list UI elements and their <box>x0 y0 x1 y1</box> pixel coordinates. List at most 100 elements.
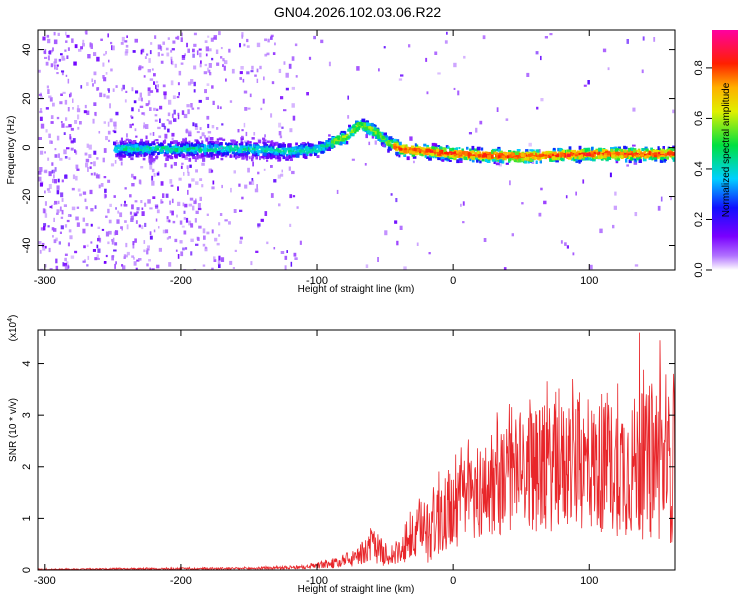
spectrogram-cell <box>671 157 675 160</box>
spectrogram-cell <box>477 157 481 162</box>
spectrogram-cell <box>132 151 136 155</box>
spectrogram-cell <box>169 200 171 205</box>
spectrogram-cell <box>403 147 407 151</box>
spectrogram-cell <box>154 148 159 151</box>
spectrogram-cell <box>517 156 521 160</box>
spectrogram-cell <box>601 156 604 161</box>
spectrogram-cell <box>553 147 556 151</box>
spectrogram-cell <box>272 52 276 55</box>
spectrogram-cell <box>160 181 164 186</box>
spectrogram-cell <box>263 76 265 81</box>
spectrogram-cell <box>651 152 654 155</box>
spectrogram-cell <box>159 143 163 147</box>
spectrogram-cell <box>509 180 511 186</box>
spectrogram-cell <box>450 151 455 156</box>
spectrogram-cell <box>199 63 202 68</box>
spectrogram-cell <box>168 219 171 223</box>
spectrogram-cell <box>249 93 252 98</box>
spectrogram-cell <box>162 84 166 88</box>
spectrogram-cell <box>440 150 444 154</box>
spectrogram-cell <box>431 153 435 157</box>
snr-y-tick-label: 4 <box>21 360 33 366</box>
spectrogram-cell <box>257 171 260 175</box>
spectrogram-cell <box>457 90 460 96</box>
spectrogram-cell <box>219 142 223 145</box>
spectrogram-cell <box>221 184 223 189</box>
spectrogram-cell <box>658 155 662 159</box>
spectrogram-cell <box>105 136 108 141</box>
spectrogram-cell <box>232 267 235 269</box>
spectrogram-cell <box>211 148 216 153</box>
spectrogram-cell <box>198 225 202 229</box>
spectrogram-cell <box>115 85 118 88</box>
spectrogram-cell <box>148 259 151 262</box>
spectrogram-cell <box>121 140 125 145</box>
spectrogram-cell <box>131 140 135 144</box>
spectrogram-cell <box>283 61 286 65</box>
spectrogram-cell <box>53 169 56 174</box>
spectrogram-cell <box>48 95 52 99</box>
spectrogram-cell <box>529 153 534 157</box>
spectrogram-cell <box>141 66 144 69</box>
spectrogram-cell <box>191 178 195 182</box>
spectrogram-cell <box>371 135 375 139</box>
spectrogram-cell <box>54 64 56 70</box>
spectrogram-cell <box>170 164 173 169</box>
spectrogram-cell <box>181 147 185 151</box>
spectrogram-cell <box>351 158 355 161</box>
spectrogram-cell <box>90 208 94 212</box>
spectrogram-cell <box>231 154 235 158</box>
spectrogram-cell <box>503 267 507 270</box>
spectrogram-cell <box>455 147 458 150</box>
spectrogram-cell <box>628 159 632 164</box>
spectrogram-cell <box>167 143 170 146</box>
spectrogram-cell <box>60 225 64 230</box>
spectrogram-cell <box>459 160 463 163</box>
spectrogram-cell <box>207 35 210 38</box>
spectrogram-cell <box>211 85 214 89</box>
spectrogram-cell <box>136 147 139 151</box>
spectrogram-cell <box>77 188 81 192</box>
spectrogram-cell <box>525 155 529 158</box>
spectrogram-cell <box>505 162 509 165</box>
spectrogram-cell <box>84 259 86 262</box>
spectrogram-cell <box>201 184 204 188</box>
spectrogram-cell <box>58 58 61 62</box>
spectrogram-cell <box>148 58 151 63</box>
spectrogram-cell <box>85 158 90 163</box>
spectrogram-cell <box>208 168 212 174</box>
spectrogram-cell <box>260 107 263 111</box>
spectrogram-cell <box>181 148 185 152</box>
spectrogram-cell <box>408 44 411 48</box>
spectrogram-cell <box>98 235 100 238</box>
spectrogram-cell <box>153 173 156 177</box>
spectrogram-cell <box>472 154 476 158</box>
spectrogram-cell <box>197 154 201 159</box>
spectrogram-cell <box>180 141 185 145</box>
spectrogram-cell <box>536 106 539 110</box>
spectrogram-cell <box>562 149 565 154</box>
spectrogram-cell <box>188 203 193 207</box>
spectrogram-cell <box>632 144 636 147</box>
spectrogram-cell <box>112 45 115 51</box>
spectrogram-cell <box>496 155 499 160</box>
spectrogram-cell <box>122 265 126 270</box>
spectrogram-cell <box>217 105 219 109</box>
spectrogram-cell <box>90 241 93 244</box>
spectrogram-cell <box>63 204 67 207</box>
spectrogram-cell <box>100 38 103 41</box>
spectrogram-cell <box>63 132 66 135</box>
spectrogram-cell <box>578 159 582 163</box>
spectrogram-cell <box>221 148 224 153</box>
spectrogram-cell <box>145 152 149 156</box>
spectrogram-cell <box>251 65 254 70</box>
spectrogram-cell <box>289 158 293 161</box>
spectrogram-cell <box>508 158 512 162</box>
spectrogram-cell <box>96 257 100 260</box>
spectrogram-cell <box>228 221 231 225</box>
spectrogram-cell <box>132 244 135 249</box>
spectrogram-cell <box>638 159 642 163</box>
spectrogram-xlabel: Height of straight line (km) <box>298 284 415 295</box>
spectrogram-cell <box>71 38 74 43</box>
spectrogram-cell <box>631 153 634 158</box>
